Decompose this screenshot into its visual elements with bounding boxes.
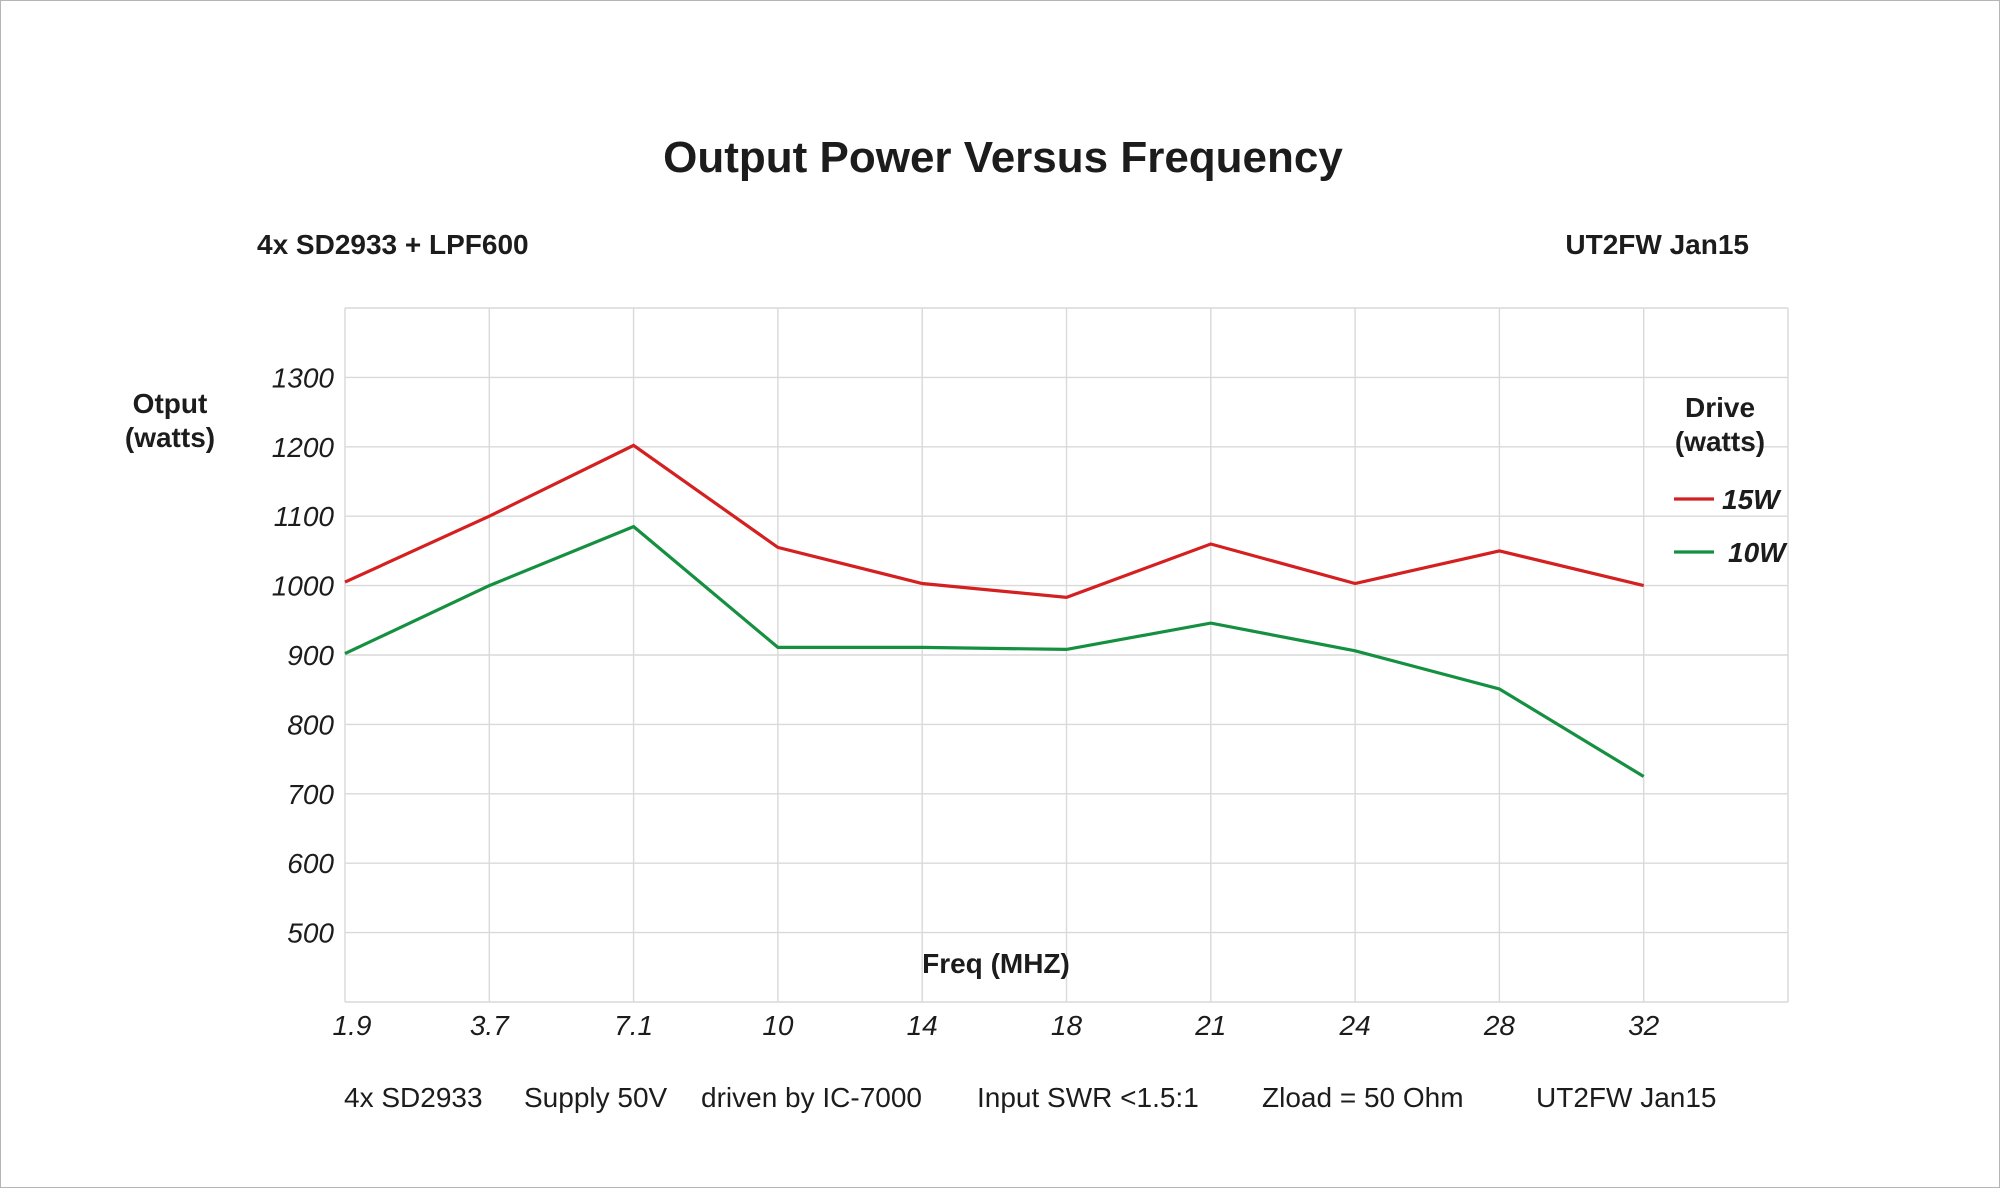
chart-subtitle-right: UT2FW Jan15 xyxy=(1565,229,1749,260)
y-tick-label: 1300 xyxy=(272,362,335,393)
x-tick-label: 28 xyxy=(1483,1010,1516,1041)
legend-title-line-1: Drive xyxy=(1685,392,1755,423)
footer-note: UT2FW Jan15 xyxy=(1536,1082,1717,1113)
series-lines xyxy=(344,443,1645,778)
footer-note: driven by IC-7000 xyxy=(701,1082,922,1113)
x-tick-label: 21 xyxy=(1194,1010,1226,1041)
footer-note: Input SWR <1.5:1 xyxy=(977,1082,1199,1113)
legend-label: 15W xyxy=(1722,484,1782,515)
series-line-15w xyxy=(344,443,1645,600)
chart-title: Output Power Versus Frequency xyxy=(663,133,1343,182)
y-tick-label: 700 xyxy=(287,779,334,810)
x-tick-label: 1.9 xyxy=(333,1010,372,1041)
y-tick-label: 900 xyxy=(287,640,334,671)
legend-title-line-2: (watts) xyxy=(1675,426,1765,457)
y-tick-label: 1100 xyxy=(274,501,335,532)
y-tick-labels: 500 600 700 800 900 1000 1100 1200 1300 xyxy=(272,362,335,948)
y-tick-label: 1000 xyxy=(272,571,335,602)
y-tick-label: 1200 xyxy=(272,432,335,463)
x-axis-title: Freq (MHZ) xyxy=(922,948,1070,979)
x-tick-label: 10 xyxy=(762,1010,794,1041)
x-tick-label: 32 xyxy=(1628,1010,1660,1041)
footer-note: Supply 50V xyxy=(524,1082,668,1113)
y-axis-title-line-1: Otput xyxy=(133,388,208,419)
legend-label: 10W xyxy=(1728,537,1788,568)
x-tick-label: 14 xyxy=(907,1010,938,1041)
gridlines xyxy=(344,307,1789,1003)
footer-note: Zload = 50 Ohm xyxy=(1262,1082,1464,1113)
y-tick-label: 600 xyxy=(287,848,334,879)
y-tick-label: 500 xyxy=(287,918,334,949)
series-line-10w xyxy=(344,524,1645,778)
footer-note: 4x SD2933 xyxy=(344,1082,483,1113)
footer-notes: 4x SD2933 Supply 50V driven by IC-7000 Inpu… xyxy=(344,1082,1717,1113)
x-tick-label: 24 xyxy=(1339,1010,1371,1041)
legend: 15W 10W xyxy=(1674,484,1788,568)
x-tick-labels: 1.9 3.7 7.1 10 14 18 21 24 28 32 xyxy=(333,1010,1660,1041)
y-axis-title-line-2: (watts) xyxy=(125,422,215,453)
chart-subtitle-left: 4x SD2933 + LPF600 xyxy=(257,229,529,260)
x-tick-label: 3.7 xyxy=(470,1010,510,1041)
y-tick-label: 800 xyxy=(287,709,334,740)
x-tick-label: 18 xyxy=(1051,1010,1083,1041)
x-tick-label: 7.1 xyxy=(614,1010,653,1041)
